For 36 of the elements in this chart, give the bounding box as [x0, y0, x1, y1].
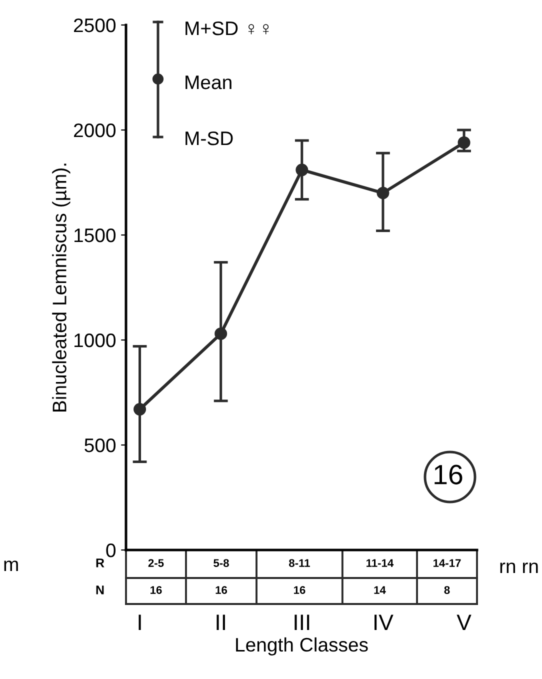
point [214, 327, 228, 340]
annotation: Mean [186, 76, 232, 90]
text: R [96, 558, 104, 568]
y-tick-label: 2500 [74, 18, 116, 32]
annotation: 16 [434, 464, 462, 484]
y-tick-label: 500 [84, 438, 116, 452]
y-tick-label: 1500 [74, 228, 116, 242]
y-tick-label: 0 [106, 543, 116, 558]
x-tick-label: IV [374, 614, 394, 630]
text: 16 [150, 586, 162, 594]
text: N [96, 586, 104, 594]
text: 8-11 [289, 559, 310, 567]
text: 14-17 [434, 559, 461, 567]
point [296, 164, 308, 176]
y-tick-label: 1000 [74, 333, 116, 348]
x-tick-label: I [138, 614, 141, 630]
text: 11-14 [366, 559, 394, 567]
y-tick-label: 2000 [74, 123, 116, 138]
text: 8 [444, 586, 450, 594]
x-axis-title: Length Classes [236, 637, 368, 656]
text: rn rn [500, 562, 538, 574]
x-tick-label: II [216, 614, 225, 630]
text: 14 [374, 586, 386, 594]
annotation: M+SD ♀♀ [186, 21, 269, 36]
text: 5-8 [214, 559, 229, 567]
annotation: M-SD [186, 131, 233, 146]
point [376, 186, 390, 200]
x-tick-label: V [456, 614, 472, 630]
y-axis-title: Binucleated Lemniscus (µm). [52, 164, 70, 412]
text: 16 [216, 586, 228, 594]
point [134, 403, 146, 416]
text: 2-5 [148, 559, 164, 567]
x-tick-label: III [294, 614, 310, 630]
point [458, 136, 470, 149]
text: m [4, 560, 18, 572]
text: 16 [294, 586, 306, 594]
